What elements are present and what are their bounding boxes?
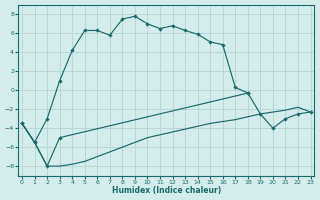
X-axis label: Humidex (Indice chaleur): Humidex (Indice chaleur) — [112, 186, 221, 195]
